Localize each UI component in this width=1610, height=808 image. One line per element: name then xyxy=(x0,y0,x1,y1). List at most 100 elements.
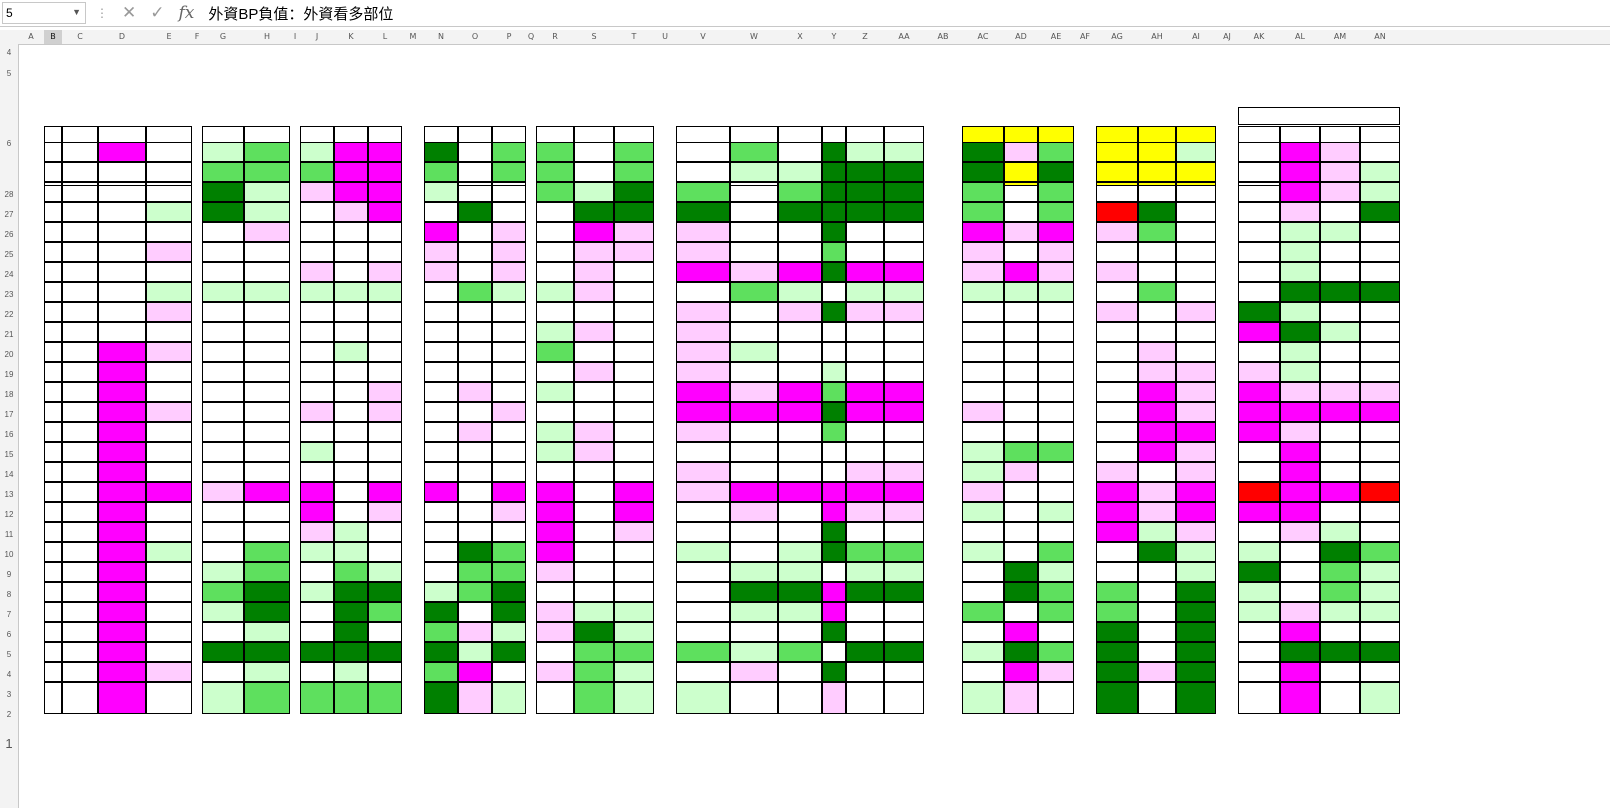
data-cell[interactable] xyxy=(1360,362,1400,382)
data-cell[interactable] xyxy=(846,582,884,602)
data-cell[interactable] xyxy=(1138,342,1176,362)
data-cell[interactable] xyxy=(962,402,1004,422)
data-cell[interactable] xyxy=(334,282,368,302)
data-cell[interactable] xyxy=(1360,202,1400,222)
data-cell[interactable] xyxy=(962,442,1004,462)
data-cell[interactable] xyxy=(146,662,192,682)
data-cell[interactable] xyxy=(1320,542,1360,562)
data-cell[interactable] xyxy=(730,402,778,422)
data-cell[interactable] xyxy=(1138,642,1176,662)
data-cell[interactable] xyxy=(244,242,290,262)
data-cell[interactable] xyxy=(424,682,458,714)
data-cell[interactable] xyxy=(1138,562,1176,582)
data-cell[interactable] xyxy=(62,382,98,402)
data-cell[interactable] xyxy=(676,682,730,714)
data-cell[interactable] xyxy=(424,642,458,662)
stat-value[interactable] xyxy=(676,88,730,106)
data-cell[interactable] xyxy=(1360,142,1400,162)
data-cell[interactable] xyxy=(202,182,244,202)
data-cell[interactable] xyxy=(962,422,1004,442)
data-cell[interactable] xyxy=(300,502,334,522)
column-header-aj[interactable]: AJ xyxy=(1223,32,1231,41)
stat-value[interactable] xyxy=(424,67,458,85)
data-cell[interactable] xyxy=(334,382,368,402)
column-header-ah[interactable]: AH xyxy=(1151,32,1163,41)
data-cell[interactable] xyxy=(536,262,574,282)
data-cell[interactable] xyxy=(730,462,778,482)
data-cell[interactable] xyxy=(676,362,730,382)
data-cell[interactable] xyxy=(1360,482,1400,502)
data-cell[interactable] xyxy=(884,502,924,522)
data-cell[interactable] xyxy=(1004,342,1038,362)
data-cell[interactable] xyxy=(44,442,62,462)
data-cell[interactable] xyxy=(300,482,334,502)
data-cell[interactable] xyxy=(536,322,574,342)
data-cell[interactable] xyxy=(536,602,574,622)
data-cell[interactable] xyxy=(1320,362,1360,382)
data-cell[interactable] xyxy=(1360,542,1400,562)
data-cell[interactable] xyxy=(778,162,822,182)
stat-value[interactable] xyxy=(202,88,244,106)
data-cell[interactable] xyxy=(1238,262,1280,282)
data-cell[interactable] xyxy=(424,322,458,342)
row-header[interactable]: 16 xyxy=(4,430,14,439)
data-cell[interactable] xyxy=(1038,462,1074,482)
data-cell[interactable] xyxy=(1038,662,1074,682)
stat-value[interactable] xyxy=(676,67,730,85)
data-cell[interactable] xyxy=(300,542,334,562)
data-cell[interactable] xyxy=(424,522,458,542)
data-cell[interactable] xyxy=(1096,242,1138,262)
data-cell[interactable] xyxy=(244,362,290,382)
data-cell[interactable] xyxy=(574,362,614,382)
data-cell[interactable] xyxy=(98,262,146,282)
stat-value[interactable] xyxy=(778,88,822,106)
data-cell[interactable] xyxy=(1138,382,1176,402)
data-cell[interactable] xyxy=(62,522,98,542)
data-cell[interactable] xyxy=(1096,642,1138,662)
stat-value[interactable] xyxy=(368,67,402,85)
data-cell[interactable] xyxy=(300,562,334,582)
group-title-dealer-amt[interactable] xyxy=(962,107,1074,125)
data-cell[interactable] xyxy=(492,282,526,302)
data-cell[interactable] xyxy=(730,202,778,222)
data-cell[interactable] xyxy=(334,602,368,622)
data-cell[interactable] xyxy=(458,582,492,602)
data-cell[interactable] xyxy=(1360,462,1400,482)
data-cell[interactable] xyxy=(962,282,1004,302)
data-cell[interactable] xyxy=(846,482,884,502)
data-cell[interactable] xyxy=(44,482,62,502)
data-cell[interactable] xyxy=(44,602,62,622)
column-header-ad[interactable]: AD xyxy=(1015,32,1027,41)
data-cell[interactable] xyxy=(334,622,368,642)
data-cell[interactable] xyxy=(1280,162,1320,182)
data-cell[interactable] xyxy=(614,442,654,462)
data-cell[interactable] xyxy=(202,522,244,542)
data-cell[interactable] xyxy=(492,482,526,502)
data-cell[interactable] xyxy=(1096,342,1138,362)
data-cell[interactable] xyxy=(1138,462,1176,482)
data-cell[interactable] xyxy=(44,562,62,582)
stat-value[interactable] xyxy=(368,46,402,64)
data-cell[interactable] xyxy=(1320,422,1360,442)
data-cell[interactable] xyxy=(458,522,492,542)
data-cell[interactable] xyxy=(778,682,822,714)
data-cell[interactable] xyxy=(1038,182,1074,202)
column-header-h[interactable]: H xyxy=(263,32,270,41)
data-cell[interactable] xyxy=(44,422,62,442)
data-cell[interactable] xyxy=(822,322,846,342)
data-cell[interactable] xyxy=(334,202,368,222)
data-cell[interactable] xyxy=(884,162,924,182)
row-header[interactable]: 9 xyxy=(6,570,12,579)
data-cell[interactable] xyxy=(458,242,492,262)
data-cell[interactable] xyxy=(368,202,402,222)
data-cell[interactable] xyxy=(244,662,290,682)
data-cell[interactable] xyxy=(1360,502,1400,522)
data-cell[interactable] xyxy=(884,562,924,582)
data-cell[interactable] xyxy=(244,342,290,362)
stat-value[interactable] xyxy=(300,67,334,85)
data-cell[interactable] xyxy=(614,362,654,382)
data-cell[interactable] xyxy=(244,642,290,662)
data-cell[interactable] xyxy=(202,662,244,682)
data-cell[interactable] xyxy=(44,402,62,422)
data-cell[interactable] xyxy=(202,242,244,262)
